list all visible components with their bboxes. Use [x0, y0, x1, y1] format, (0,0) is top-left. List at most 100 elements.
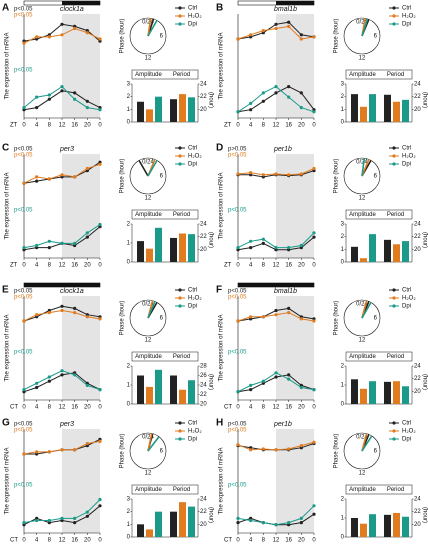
x-tick-label: 12: [273, 263, 280, 269]
point: [98, 222, 102, 227]
point: [299, 91, 303, 95]
point: [60, 369, 64, 373]
legend-marker: [392, 146, 396, 150]
point: [261, 521, 265, 525]
point: [60, 448, 64, 452]
bar-y-tick-label: 3: [341, 82, 345, 88]
x-tick-label: 8: [48, 263, 52, 269]
bar-y2-tick-label: 20: [200, 247, 207, 253]
p-value: p<0.05: [14, 13, 33, 19]
p-value: p<0.05: [14, 483, 33, 489]
y-axis-label: The expression of mRNA: [219, 32, 225, 99]
point: [261, 379, 265, 383]
point: [261, 315, 265, 319]
point: [274, 371, 278, 375]
bar-category: Period: [387, 212, 404, 218]
x-prefix: ZT: [224, 263, 232, 269]
bar: [179, 233, 186, 262]
point: [60, 241, 64, 245]
legend-label: Ctrl: [188, 288, 197, 294]
p-value: p<0.05: [14, 428, 33, 434]
phase-label: Phase (hour): [120, 159, 126, 194]
phase-tick: 12: [145, 56, 152, 62]
point: [73, 97, 77, 101]
point: [35, 106, 39, 110]
p-value: p<0.05: [14, 147, 33, 153]
bar-y2-tick-label: 24: [414, 82, 421, 88]
point: [85, 441, 89, 446]
legend-marker: [392, 429, 396, 433]
p-value: p<0.05: [228, 208, 247, 214]
phase-tick: 12: [145, 471, 152, 477]
x-tick-label: 20: [298, 123, 305, 129]
point: [312, 235, 316, 239]
point: [287, 95, 291, 99]
point: [35, 179, 39, 183]
phase-tick: 12: [145, 338, 152, 344]
phase-tick: 12: [359, 56, 366, 62]
point: [287, 306, 291, 310]
gene-name: bmal1b: [274, 288, 297, 295]
bar-y2-tick-label: 24: [414, 364, 421, 370]
bar-y-tick-label: 1: [341, 383, 345, 389]
point: [22, 181, 26, 185]
point: [47, 97, 51, 101]
x-tick-label: 16: [285, 405, 292, 411]
x-tick-label: 4: [35, 538, 39, 544]
gene-name: per1b: [273, 421, 292, 428]
legend-label: Dpi: [402, 22, 411, 28]
legend-label: Dpi: [188, 437, 197, 443]
bar-header: [131, 69, 199, 80]
point: [73, 448, 77, 452]
point: [299, 317, 303, 321]
x-tick-label: 20: [84, 538, 91, 544]
phase-tick: 6: [160, 174, 164, 180]
bar-y2-tick-label: 24: [200, 383, 207, 389]
x-prefix: CT: [10, 538, 18, 544]
legend-label: Dpi: [402, 437, 411, 443]
point: [35, 313, 39, 317]
bar-category: Period: [387, 354, 404, 360]
phase-tick: 12: [359, 471, 366, 477]
bar-y-tick-label: 1: [341, 247, 345, 253]
x-tick-label: 8: [48, 538, 52, 544]
point: [299, 385, 303, 390]
legend-label: Dpi: [188, 162, 197, 168]
point: [73, 241, 77, 245]
p-value: p<0.05: [14, 422, 33, 428]
bar-y2-tick-label: 28: [200, 364, 207, 370]
bar-y2-tick-label: 22: [200, 94, 207, 100]
point: [249, 239, 253, 243]
point: [98, 108, 102, 112]
y2-label: (hour): [207, 92, 213, 108]
legend-label: H₂O₂: [402, 154, 416, 160]
dark-shade: [62, 296, 100, 400]
legend-marker: [392, 421, 396, 425]
legend-label: Dpi: [188, 304, 197, 310]
panel-label: D: [216, 143, 223, 154]
x-tick-label: 16: [71, 263, 78, 269]
bar-y2-tick-label: 24: [200, 497, 207, 503]
bar-y2-tick-label: 22: [200, 392, 207, 398]
point: [73, 306, 77, 310]
point: [47, 450, 51, 454]
point: [85, 235, 89, 239]
bar-y-tick-label: 1: [127, 241, 131, 247]
point: [47, 375, 51, 379]
point: [249, 108, 253, 112]
legend-marker: [178, 288, 182, 292]
bar-y2-tick-label: 24: [414, 497, 421, 503]
bar-y2-tick-label: 22: [414, 509, 421, 515]
panel-label: G: [2, 418, 10, 429]
legend-label: H₂O₂: [188, 14, 202, 20]
bar: [155, 96, 162, 122]
legend-label: Ctrl: [402, 6, 411, 12]
x-tick-label: 8: [48, 123, 52, 129]
bar-category: Amplitude: [349, 72, 376, 78]
x-prefix: CT: [224, 405, 232, 411]
bar: [188, 380, 195, 404]
bar: [146, 529, 153, 537]
bar-category: Amplitude: [349, 212, 376, 218]
point: [249, 315, 253, 319]
bar: [369, 514, 376, 537]
